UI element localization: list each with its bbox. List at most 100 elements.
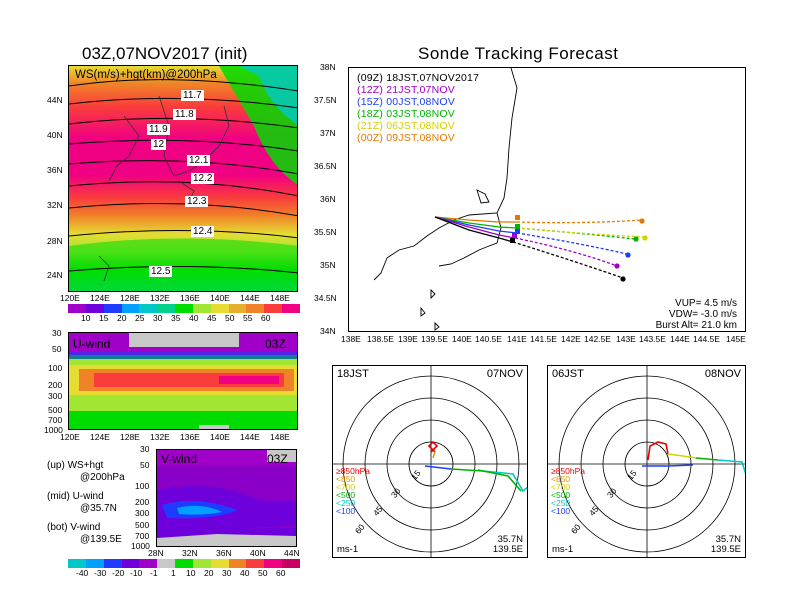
cbar-tick: 25 bbox=[135, 313, 145, 323]
lon-tick: 124E bbox=[90, 293, 110, 303]
p-tick: 30 bbox=[140, 444, 150, 454]
cbar-tick: 55 bbox=[243, 313, 253, 323]
cbar-tick: 60 bbox=[261, 313, 271, 323]
cbar-tick: -40 bbox=[76, 568, 89, 578]
lon-tick: 140E bbox=[210, 432, 230, 442]
lon-tick: 128E bbox=[120, 293, 140, 303]
lon-tick: 120E bbox=[60, 432, 80, 442]
left-title: 03Z,07NOV2017 (init) bbox=[82, 44, 248, 63]
lat-tick: 35N bbox=[320, 260, 336, 270]
v-colorbar bbox=[68, 559, 300, 568]
contour-label: 12.1 bbox=[187, 155, 211, 166]
legend-21z: (21Z) 06JST,08NOV bbox=[357, 120, 455, 132]
hodo-left-lat: 35.7N bbox=[497, 534, 523, 545]
level-legend: <850 bbox=[551, 474, 571, 484]
u-wind-time: 03Z bbox=[265, 337, 286, 351]
cbar-tick: 40 bbox=[240, 568, 250, 578]
burst-param: Burst Alt= 21.0 km bbox=[655, 320, 737, 331]
lat-tick: 36N bbox=[320, 194, 336, 204]
lon-tick: 142E bbox=[561, 334, 581, 344]
hodograph-left-plot bbox=[333, 366, 527, 557]
lon-tick: 144E bbox=[670, 334, 690, 344]
lon-tick: 143E bbox=[616, 334, 636, 344]
lat-tick: 28N bbox=[148, 548, 164, 558]
p-tick: 700 bbox=[48, 415, 63, 425]
note-mid-level: @35.7N bbox=[80, 503, 117, 514]
cbar-tick: -1 bbox=[150, 568, 158, 578]
lon-tick: 136E bbox=[180, 293, 200, 303]
legend-12z: (12Z) 21JST,07NOV bbox=[357, 84, 455, 96]
lon-tick: 143.5E bbox=[639, 334, 666, 344]
lat-tick: 36N bbox=[47, 165, 63, 175]
p-tick: 50 bbox=[52, 344, 62, 354]
lon-tick: 138E bbox=[341, 334, 361, 344]
v-wind-section: V-wind 03Z bbox=[156, 449, 297, 547]
cbar-tick: -10 bbox=[130, 568, 143, 578]
lat-tick: 37N bbox=[320, 128, 336, 138]
cbar-tick: 20 bbox=[117, 313, 127, 323]
contour-label: 12.5 bbox=[149, 266, 173, 277]
contour-label: 11.9 bbox=[147, 124, 170, 135]
hodo-right-date: 08NOV bbox=[704, 368, 741, 380]
cbar-tick: 50 bbox=[258, 568, 268, 578]
lon-tick: 140E bbox=[210, 293, 230, 303]
ws-field bbox=[69, 66, 297, 291]
ws-panel-label: WS(m/s)+hgt(km)@200hPa bbox=[75, 69, 217, 81]
level-legend: <250 bbox=[336, 498, 356, 508]
cbar-tick: 30 bbox=[222, 568, 232, 578]
lat-tick: 24N bbox=[47, 270, 63, 280]
cbar-tick: 10 bbox=[81, 313, 91, 323]
note-up: (up) WS+hgt bbox=[47, 460, 104, 471]
lat-tick: 38N bbox=[320, 62, 336, 72]
level-legend: ≥850hPa bbox=[551, 466, 585, 476]
lat-tick: 36.5N bbox=[314, 161, 337, 171]
level-legend: ≥850hPa bbox=[336, 466, 370, 476]
cbar-tick: 50 bbox=[225, 313, 235, 323]
lon-tick: 141.5E bbox=[530, 334, 557, 344]
p-tick: 300 bbox=[48, 391, 63, 401]
ws-colorbar bbox=[68, 304, 300, 313]
hodograph-left: 18JST 07NOV 15 30 45 60 ≥850hPa <850 <70… bbox=[332, 365, 528, 558]
lat-tick: 28N bbox=[47, 236, 63, 246]
lat-tick: 32N bbox=[182, 548, 198, 558]
p-tick: 100 bbox=[48, 363, 63, 373]
lon-tick: 144E bbox=[240, 432, 260, 442]
hodo-right-unit: ms-1 bbox=[552, 544, 574, 555]
lat-tick: 35.5N bbox=[314, 227, 337, 237]
level-legend: <700 bbox=[551, 482, 571, 492]
hodo-right-lon: 139.5E bbox=[710, 544, 741, 555]
u-wind-field bbox=[69, 333, 297, 429]
p-tick: 200 bbox=[135, 497, 150, 507]
p-tick: 100 bbox=[135, 481, 150, 491]
tracking-map: (09Z) 18JST,07NOV2017 (12Z) 21JST,07NOV … bbox=[348, 67, 746, 332]
lon-tick: 148E bbox=[270, 293, 290, 303]
lat-tick: 34N bbox=[320, 326, 336, 336]
level-legend: <500 bbox=[336, 490, 356, 500]
p-tick: 1000 bbox=[44, 425, 63, 435]
p-tick: 300 bbox=[135, 508, 150, 518]
p-tick: 500 bbox=[135, 520, 150, 530]
lon-tick: 140.5E bbox=[475, 334, 502, 344]
hodo-left-time: 18JST bbox=[337, 368, 369, 380]
contour-label: 12 bbox=[151, 139, 167, 150]
v-wind-time: 03Z bbox=[267, 452, 288, 466]
level-legend: <500 bbox=[551, 490, 571, 500]
level-legend: <100 bbox=[336, 506, 356, 516]
v-wind-field bbox=[157, 450, 296, 546]
lat-tick: 34.5N bbox=[314, 293, 337, 303]
contour-label: 11.8 bbox=[173, 109, 196, 120]
lon-tick: 136E bbox=[180, 432, 200, 442]
lon-tick: 142.5E bbox=[584, 334, 611, 344]
lon-tick: 140E bbox=[452, 334, 472, 344]
legend-15z: (15Z) 00JST,08NOV bbox=[357, 96, 455, 108]
lon-tick: 132E bbox=[150, 432, 170, 442]
p-tick: 30 bbox=[52, 328, 62, 338]
legend-09z: (09Z) 18JST,07NOV2017 bbox=[357, 72, 480, 84]
note-bot-level: @139.5E bbox=[80, 534, 122, 545]
lon-tick: 139.5E bbox=[421, 334, 448, 344]
legend-00z: (00Z) 09JST,08NOV bbox=[357, 132, 455, 144]
note-bot: (bot) V-wind bbox=[47, 522, 101, 533]
note-mid: (mid) U-wind bbox=[47, 491, 104, 502]
cbar-tick: 10 bbox=[186, 568, 196, 578]
tracking-plot bbox=[373, 67, 648, 331]
